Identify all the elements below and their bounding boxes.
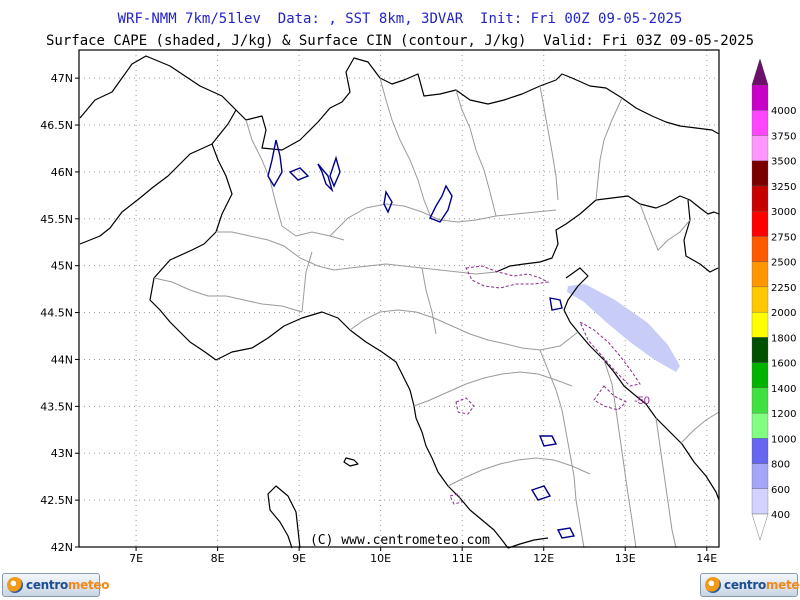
lon-tick-label: 12E xyxy=(533,552,554,565)
colorbar-bottom-arrow xyxy=(751,513,769,541)
lat-tick-label: 45N xyxy=(51,260,73,273)
colorbar-swatch xyxy=(751,84,769,111)
adriatic-coast-south xyxy=(563,309,720,501)
lon-tick-label: 11E xyxy=(452,552,473,565)
colorbar-swatch xyxy=(751,412,769,439)
centrometeo-logo-right[interactable]: centrometeo xyxy=(700,573,800,597)
colorbar-swatch xyxy=(751,110,769,136)
colorbar-label: 3250 xyxy=(771,182,796,193)
colorbar-label: 2000 xyxy=(771,308,796,319)
colorbar-label: 1000 xyxy=(771,434,796,445)
administrative-borders xyxy=(153,77,720,549)
lon-tick-label: 14E xyxy=(696,552,717,565)
logo-text-centro: centro xyxy=(26,578,68,592)
northern-border xyxy=(79,55,720,151)
lakes xyxy=(267,139,576,539)
colorbar-swatch xyxy=(751,185,769,212)
cin-contour-label: -50 xyxy=(634,395,650,407)
colorbar-swatch xyxy=(751,387,769,414)
lake-como xyxy=(317,155,341,193)
lat-tick-label: 44N xyxy=(51,353,73,366)
colorbar-label: 1400 xyxy=(771,384,796,395)
colorbar-label: 2500 xyxy=(771,258,796,269)
lon-tick-label: 13E xyxy=(615,552,636,565)
colorbar-label: 2250 xyxy=(771,283,796,294)
swiss-french-border xyxy=(79,109,237,245)
cape-shaded-area xyxy=(567,284,680,372)
sardinia-corsica-hint xyxy=(267,485,301,549)
colorbar-swatch xyxy=(751,362,769,388)
colorbar-label: 3000 xyxy=(771,207,796,218)
lat-tick-label: 42N xyxy=(51,541,73,554)
lake-trasimeno xyxy=(538,435,558,447)
lat-tick-label: 46.5N xyxy=(40,119,73,132)
colorbar-swatch xyxy=(751,438,769,464)
colorbar-label: 1800 xyxy=(771,333,796,344)
lat-tick-label: 43N xyxy=(51,447,73,460)
lake-garda xyxy=(429,184,453,223)
small-lake-south xyxy=(556,527,576,539)
elba-island xyxy=(343,457,359,467)
colorbar-swatch xyxy=(751,211,769,237)
lat-tick-label: 44.5N xyxy=(40,307,73,320)
lake-bolsena xyxy=(530,485,552,501)
axis-tick-labels: 7E 8E 9E 10E 11E 12E 13E 14E 47N 46.5N 46N 45.5N 45N… xyxy=(40,72,717,565)
western-alps-border xyxy=(149,143,233,361)
coastlines-and-national-borders xyxy=(79,55,720,549)
lake-iseo xyxy=(383,190,393,214)
colorbar-swatch xyxy=(751,337,769,363)
lon-tick-label: 8E xyxy=(211,552,225,565)
colorbar-swatch xyxy=(751,135,769,161)
lake-maggiore xyxy=(267,139,283,188)
logo-text-centro: centro xyxy=(724,578,766,592)
cin-contours xyxy=(449,265,641,505)
colorbar-swatch xyxy=(751,261,769,288)
globe-icon xyxy=(705,577,721,593)
colorbar-swatch xyxy=(751,236,769,262)
model-run-title: WRF-NMM 7km/51lev Data: , SST 8km, 3DVAR… xyxy=(117,11,683,27)
colorbar-label: 400 xyxy=(771,510,790,521)
lon-tick-label: 7E xyxy=(129,552,143,565)
centrometeo-logo-left[interactable]: centrometeo xyxy=(2,573,109,597)
globe-icon xyxy=(7,577,23,593)
colorbar-swatch xyxy=(751,463,769,489)
ligurian-coast xyxy=(215,311,509,549)
lon-tick-label: 10E xyxy=(370,552,391,565)
po-delta-coast xyxy=(563,267,589,311)
colorbar-label: 3500 xyxy=(771,157,796,168)
graticule xyxy=(79,50,719,547)
adriatic-coast-north xyxy=(495,195,720,273)
copyright-text: (C) www.centrometeo.com xyxy=(310,533,490,548)
colorbar-label: 4000 xyxy=(771,106,796,117)
tyrrhenian-coast-south xyxy=(507,537,549,549)
cape-colorbar: 400 600 800 1000 1200 1400 1600 1800 2000 2250 250… xyxy=(751,58,796,541)
lon-tick-label: 9E xyxy=(292,552,306,565)
colorbar-label: 600 xyxy=(771,485,790,496)
logo-text-meteo: meteo xyxy=(67,578,110,592)
lat-tick-label: 45.5N xyxy=(40,213,73,226)
colorbar-swatch xyxy=(751,160,769,187)
colorbar-label: 800 xyxy=(771,460,790,471)
lat-tick-label: 46N xyxy=(51,166,73,179)
map-frame xyxy=(78,49,720,548)
colorbar-top-arrow xyxy=(751,58,769,86)
lat-tick-label: 43.5N xyxy=(40,400,73,413)
lat-tick-label: 47N xyxy=(51,72,73,85)
colorbar-swatch xyxy=(751,488,769,515)
logo-text-meteo: meteo xyxy=(765,578,800,592)
field-valid-title: Surface CAPE (shaded, J/kg) & Surface CI… xyxy=(45,33,754,49)
colorbar-label: 2750 xyxy=(771,232,796,243)
colorbar-label: 1200 xyxy=(771,409,796,420)
istria-coast xyxy=(683,199,719,273)
colorbar-swatch xyxy=(751,311,769,338)
small-lake-ravenna xyxy=(549,297,563,311)
colorbar-label: 3750 xyxy=(771,131,796,142)
colorbar-swatch xyxy=(751,286,769,313)
lat-tick-label: 42.5N xyxy=(40,494,73,507)
lake-lugano xyxy=(288,167,310,181)
colorbar-label: 1600 xyxy=(771,359,796,370)
